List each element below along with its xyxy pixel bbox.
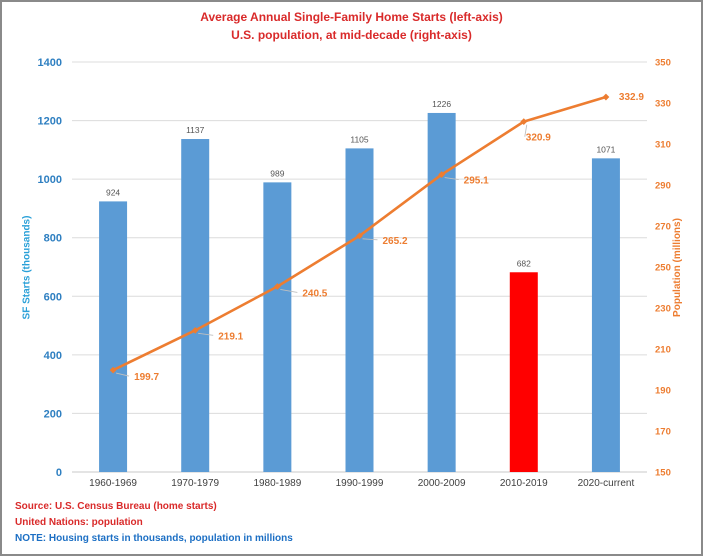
line-point-marker: [520, 118, 528, 126]
right-axis-tick-label: 350: [655, 58, 671, 69]
right-axis-tick-label: 270: [655, 222, 671, 233]
left-axis-title-text: SF Starts (thousands): [21, 215, 33, 319]
bar-value-label: 924: [106, 187, 120, 197]
line-point-marker: [109, 366, 117, 374]
left-axis-tick-label: 1400: [38, 57, 62, 69]
right-axis-tick-label: 230: [655, 304, 671, 315]
x-axis-label-2010-2019: 2010-2019: [500, 478, 548, 489]
bar-1980-1989: [263, 182, 292, 472]
left-axis-tick-label: 1000: [38, 174, 62, 186]
x-axis-label-1960-1969: 1960-1969: [89, 478, 137, 489]
line-point-marker: [438, 171, 446, 178]
line-value-label: 240.5: [302, 288, 327, 299]
leader-line: [280, 289, 298, 293]
chart-title-line2: U.S. population, at mid-decade (right-ax…: [231, 28, 472, 42]
line-value-label: 320.9: [526, 133, 551, 144]
line-value-label: 219.1: [218, 331, 243, 342]
bar-value-label: 1105: [350, 134, 369, 144]
left-axis-tick-label: 400: [44, 350, 62, 362]
right-axis-tick-label: 150: [655, 468, 671, 479]
line-value-label: 332.9: [619, 92, 644, 103]
note-line: NOTE: Housing starts in thousands, popul…: [15, 533, 293, 544]
source-line-2: United Nations: population: [15, 517, 143, 528]
right-axis-tick-label: 210: [655, 345, 671, 356]
x-axis-label-1980-1989: 1980-1989: [253, 478, 301, 489]
leader-line: [444, 177, 459, 180]
bar-1970-1979: [181, 139, 210, 472]
line-point-marker: [191, 326, 199, 334]
left-axis-title: SF Starts (thousands): [18, 62, 36, 472]
right-axis-tick-label: 330: [655, 99, 671, 110]
leader-line: [524, 124, 528, 137]
right-axis-tick-label: 290: [655, 181, 671, 192]
left-axis-tick-label: 800: [44, 233, 62, 245]
line-value-label: 265.2: [383, 236, 408, 247]
bar-2020-current: [591, 158, 620, 472]
x-axis-label-1970-1979: 1970-1979: [171, 478, 219, 489]
bar-value-label: 1226: [432, 99, 451, 109]
bar-2010-2019: [509, 272, 538, 472]
bar-value-label: 1137: [186, 125, 205, 135]
right-axis-tick-label: 170: [655, 427, 671, 438]
left-axis-tick-label: 1200: [38, 116, 62, 128]
right-axis-tick-label: 310: [655, 140, 671, 151]
leader-line: [115, 372, 130, 377]
chart-title: Average Annual Single-Family Home Starts…: [2, 8, 701, 44]
right-axis-tick-label: 190: [655, 386, 671, 397]
bar-1990-1999: [345, 148, 374, 472]
right-axis-tick-label: 250: [655, 263, 671, 274]
x-axis-label-2000-2009: 2000-2009: [418, 478, 466, 489]
left-axis-tick-label: 0: [56, 467, 62, 479]
source-line-1: Source: U.S. Census Bureau (home starts): [15, 501, 217, 512]
bar-value-label: 989: [270, 168, 284, 178]
x-axis-label-1990-1999: 1990-1999: [336, 478, 384, 489]
bar-1960-1969: [99, 201, 128, 472]
line-point-marker: [273, 283, 281, 290]
line-value-label: 199.7: [134, 372, 159, 383]
bar-value-label: 1071: [596, 144, 615, 154]
line-value-label: 295.1: [464, 176, 489, 187]
leader-line: [362, 238, 378, 241]
chart-title-line1: Average Annual Single-Family Home Starts…: [200, 10, 503, 24]
right-axis-title: Population (millions): [668, 62, 686, 472]
line-point-marker: [356, 232, 363, 240]
left-axis-tick-label: 600: [44, 291, 62, 303]
bar-value-label: 682: [517, 258, 531, 268]
right-axis-title-text: Population (millions): [671, 217, 683, 317]
x-axis-label-2020-current: 2020-current: [578, 478, 635, 489]
leader-line: [198, 332, 214, 336]
line-point-marker: [602, 93, 610, 101]
footer-notes: Source: U.S. Census Bureau (home starts)…: [15, 499, 293, 547]
left-axis-tick-label: 200: [44, 408, 62, 420]
